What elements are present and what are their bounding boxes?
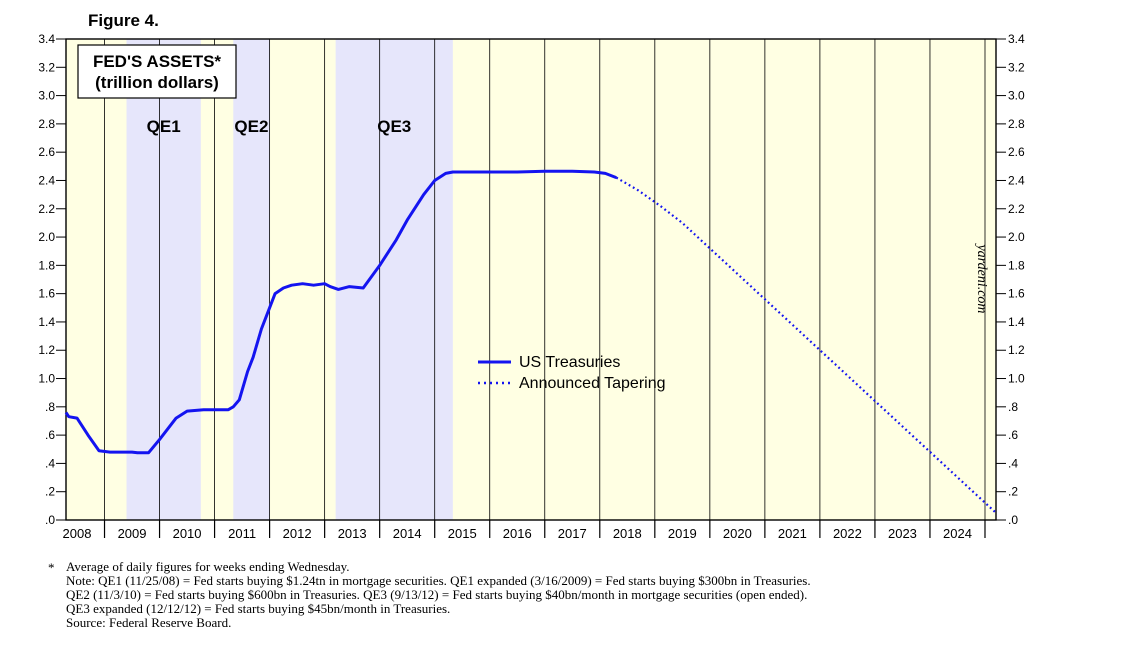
y-tick-label-left: 1.0 <box>38 372 55 386</box>
x-tick-label: 2024 <box>943 526 972 541</box>
y-tick-label-right: 2.0 <box>1008 230 1025 244</box>
y-tick-label-left: 2.2 <box>38 202 55 216</box>
y-tick-label-right: .4 <box>1008 456 1018 470</box>
series <box>64 169 997 514</box>
y-tick-label-right: .6 <box>1008 428 1018 442</box>
y-tick-label-right: 2.2 <box>1008 202 1025 216</box>
y-tick-label-right: 1.6 <box>1008 287 1025 301</box>
y-tick-label-left: 2.8 <box>38 117 55 131</box>
x-tick-label: 2010 <box>173 526 202 541</box>
y-tick-label-right: 1.0 <box>1008 372 1025 386</box>
chart-subtitle: (trillion dollars) <box>95 73 219 92</box>
y-tick-label-right: 1.2 <box>1008 343 1025 357</box>
qe-regions: QE1 QE2 QE3 <box>126 39 453 520</box>
y-tick-label-left: 1.8 <box>38 258 55 272</box>
footnote-line: QE2 (11/3/10) = Fed starts buying $600bn… <box>66 587 808 602</box>
x-tick-label: 2018 <box>613 526 642 541</box>
plot-area <box>66 39 996 520</box>
y-tick-label-right: .0 <box>1008 513 1018 527</box>
qe-label-qe3: QE3 <box>377 117 411 136</box>
title-box: FED'S ASSETS* (trillion dollars) <box>77 44 237 99</box>
x-tick-label: 2015 <box>448 526 477 541</box>
footnote-line: Note: QE1 (11/25/08) = Fed starts buying… <box>66 573 811 588</box>
y-tick-label-left: 3.0 <box>38 89 55 103</box>
y-tick-label-left: .2 <box>45 485 55 499</box>
y-tick-label-left: .6 <box>45 428 55 442</box>
x-tick-label: 2009 <box>118 526 147 541</box>
legend-item-announced-tapering: Announced Tapering <box>519 375 666 392</box>
qe-region-qe3 <box>335 39 453 520</box>
y-tick-label-left: 1.6 <box>38 287 55 301</box>
figure-label: Figure 4. <box>88 11 159 30</box>
y-tick-label-left: 2.4 <box>38 173 55 187</box>
y-tick-label-right: 3.0 <box>1008 89 1025 103</box>
x-tick-label: 2023 <box>888 526 917 541</box>
y-tick-label-right: .2 <box>1008 485 1018 499</box>
x-tick-label: 2021 <box>778 526 807 541</box>
qe-region-qe1 <box>126 39 201 520</box>
axes: .0 .0 .2 .2 .4 .4 .6 .6 .8 .8 1.0 1.0 1.2 1.2 1.4 1.4 1.… <box>38 32 1025 541</box>
x-tick-label: 2012 <box>283 526 312 541</box>
y-tick-label-right: 2.8 <box>1008 117 1025 131</box>
footnote-line: Source: Federal Reserve Board. <box>66 615 232 630</box>
x-tick-label: 2014 <box>393 526 422 541</box>
qe-region-qe2 <box>233 39 270 520</box>
x-tick-label: 2019 <box>668 526 697 541</box>
series-line-announced-tapering <box>615 176 997 514</box>
chart: Figure 4. QE1 QE2 QE3 .0 .0 .2 .2 .4 .4 .6 .6 .8 .8… <box>38 11 1025 541</box>
y-tick-label-right: 2.4 <box>1008 173 1025 187</box>
x-tick-label: 2013 <box>338 526 367 541</box>
x-tick-label: 2020 <box>723 526 752 541</box>
x-tick-label: 2017 <box>558 526 587 541</box>
plot-frame <box>65 38 997 521</box>
y-tick-label-right: 1.8 <box>1008 258 1025 272</box>
footnotes: * Average of daily figures for weeks end… <box>48 560 1108 630</box>
y-tick-label-left: 2.6 <box>38 145 55 159</box>
yardeni-credit: yardeni.com <box>974 242 989 313</box>
legend-item-us-treasuries: US Treasuries <box>519 354 620 371</box>
x-tick-label: 2011 <box>228 526 256 541</box>
y-tick-label-left: 3.2 <box>38 60 55 74</box>
y-tick-label-right: .8 <box>1008 400 1018 414</box>
x-tick-label: 2016 <box>503 526 532 541</box>
y-tick-label-left: .4 <box>45 456 55 470</box>
y-tick-label-left: 3.4 <box>38 32 55 46</box>
legend: US Treasuries Announced Tapering <box>478 354 666 392</box>
footnote-line: QE3 expanded (12/12/12) = Fed starts buy… <box>66 601 451 616</box>
chart-title: FED'S ASSETS* <box>93 52 221 71</box>
x-tick-label: 2022 <box>833 526 862 541</box>
footnote-line: Average of daily figures for weeks endin… <box>66 559 350 574</box>
y-tick-label-right: 2.6 <box>1008 145 1025 159</box>
qe-label-qe2: QE2 <box>234 117 268 136</box>
y-tick-label-left: 1.2 <box>38 343 55 357</box>
series-line-us-treasuries <box>64 169 617 455</box>
y-tick-label-right: 1.4 <box>1008 315 1025 329</box>
y-tick-label-right: 3.2 <box>1008 60 1025 74</box>
footnote-marker: * <box>48 560 55 575</box>
y-tick-label-right: 3.4 <box>1008 32 1025 46</box>
y-tick-label-left: 1.4 <box>38 315 55 329</box>
y-tick-label-left: 2.0 <box>38 230 55 244</box>
y-tick-label-left: .0 <box>45 513 55 527</box>
y-tick-label-left: .8 <box>45 400 55 414</box>
x-tick-label: 2008 <box>63 526 92 541</box>
qe-label-qe1: QE1 <box>147 117 181 136</box>
